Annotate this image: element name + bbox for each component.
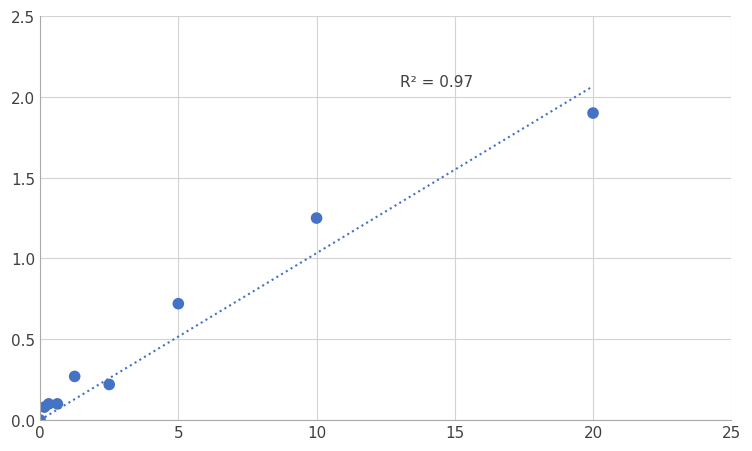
Point [172, 300, 184, 308]
Point [43, 400, 55, 408]
Point [311, 215, 323, 222]
Text: R² = 0.97: R² = 0.97 [399, 75, 472, 90]
Point [51, 400, 63, 408]
Point [38, 404, 50, 411]
Point [34, 416, 46, 423]
Point [587, 110, 599, 117]
Point [68, 373, 80, 380]
Point [103, 381, 115, 388]
